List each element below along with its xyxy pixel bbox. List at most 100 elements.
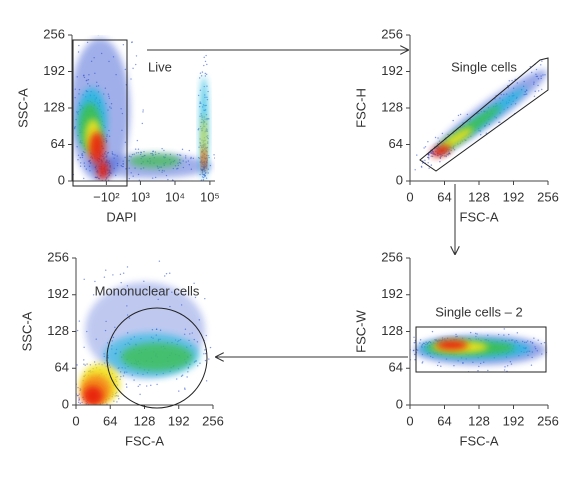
event-dot — [154, 151, 157, 153]
event-dot — [439, 161, 441, 163]
event-dot — [85, 30, 86, 31]
event-dot — [74, 396, 75, 397]
density-cloud — [414, 60, 550, 171]
y-tick-label: 0 — [396, 396, 403, 411]
event-dot — [199, 89, 202, 91]
event-dot — [516, 332, 519, 334]
event-dot — [181, 374, 184, 376]
event-dot — [453, 365, 455, 367]
event-dot — [111, 12, 112, 13]
event-dot — [58, 348, 59, 349]
x-tick-label: 256 — [537, 189, 559, 204]
event-dot — [122, 375, 125, 377]
event-dot — [122, 44, 125, 46]
event-dot — [225, 344, 226, 345]
event-dot — [423, 147, 425, 149]
event-dot — [398, 347, 399, 348]
event-dot — [443, 155, 446, 157]
event-dot — [91, 408, 92, 409]
event-dot — [430, 164, 433, 166]
event-dot — [91, 406, 92, 407]
event-dot — [152, 150, 154, 152]
event-dot — [414, 359, 416, 361]
event-dot — [400, 350, 401, 351]
event-dot — [537, 339, 539, 341]
event-dot — [430, 155, 432, 157]
y-tick-label: 64 — [389, 360, 403, 375]
event-dot — [405, 348, 406, 349]
event-dot — [122, 272, 125, 274]
event-dot — [428, 154, 430, 157]
y-tick-label: 128 — [381, 99, 403, 114]
density-blob — [202, 148, 206, 172]
event-dot — [453, 149, 456, 151]
gate — [415, 326, 547, 373]
event-dot — [441, 132, 444, 135]
event-dot — [419, 342, 421, 344]
event-dot — [104, 409, 105, 410]
x-tick-label: 192 — [168, 413, 190, 428]
event-dot — [447, 154, 449, 156]
event-dot — [133, 379, 135, 381]
event-dot — [151, 152, 154, 155]
event-dot — [388, 353, 389, 354]
event-dot — [427, 156, 429, 159]
event-dot — [113, 400, 115, 402]
y-tick-label: 192 — [47, 286, 69, 301]
gate-label: Mononuclear cells — [95, 283, 200, 298]
event-dot — [549, 68, 550, 69]
density-plot: 0 64 128 192 256 0 64 128 192 256 FSC-A FSC-W Single… — [353, 249, 558, 448]
event-dot — [132, 67, 134, 70]
gate — [419, 57, 549, 172]
event-dot — [83, 346, 85, 348]
y-tick-label: 0 — [62, 396, 69, 411]
event-dot — [511, 79, 513, 82]
event-dot — [208, 156, 210, 159]
x-axis-label: FSC-A — [460, 433, 499, 448]
event-dot — [78, 320, 81, 322]
gate — [106, 307, 208, 409]
event-dot — [416, 154, 418, 156]
event-dot — [421, 162, 424, 164]
event-dot — [449, 153, 451, 155]
event-dot — [198, 77, 201, 79]
event-dot — [95, 411, 96, 412]
density-cloud — [72, 12, 239, 193]
event-dot — [89, 408, 90, 409]
x-tick-label: −10² — [93, 189, 120, 204]
event-dot — [197, 129, 199, 131]
event-dot — [131, 41, 133, 43]
event-dot — [169, 272, 171, 274]
event-dot — [208, 358, 210, 360]
event-dot — [428, 158, 430, 160]
event-dot — [102, 410, 103, 411]
y-tick-label: 256 — [47, 249, 69, 264]
event-dot — [529, 65, 532, 68]
event-dot — [100, 406, 101, 407]
event-dot — [124, 68, 127, 71]
event-dot — [84, 364, 86, 366]
density-blob — [89, 132, 105, 164]
x-tick-label: 10⁵ — [200, 189, 220, 204]
event-dot — [73, 389, 74, 390]
event-dot — [204, 359, 207, 362]
event-dot — [117, 395, 119, 397]
event-dot — [402, 342, 403, 343]
event-dot — [485, 132, 488, 134]
event-dot — [92, 294, 95, 296]
event-dot — [413, 342, 415, 344]
event-dot — [128, 177, 131, 180]
event-dot — [445, 155, 447, 157]
event-dot — [81, 192, 82, 193]
x-tick-label: 128 — [468, 189, 490, 204]
event-dot — [164, 275, 166, 277]
event-dot — [134, 148, 137, 150]
event-dot — [238, 161, 239, 162]
event-dot — [83, 363, 85, 365]
event-dot — [139, 383, 141, 386]
event-dot — [103, 276, 106, 278]
event-dot — [205, 73, 208, 76]
event-dot — [214, 353, 215, 354]
event-dot — [137, 385, 139, 388]
event-dot — [171, 179, 174, 181]
